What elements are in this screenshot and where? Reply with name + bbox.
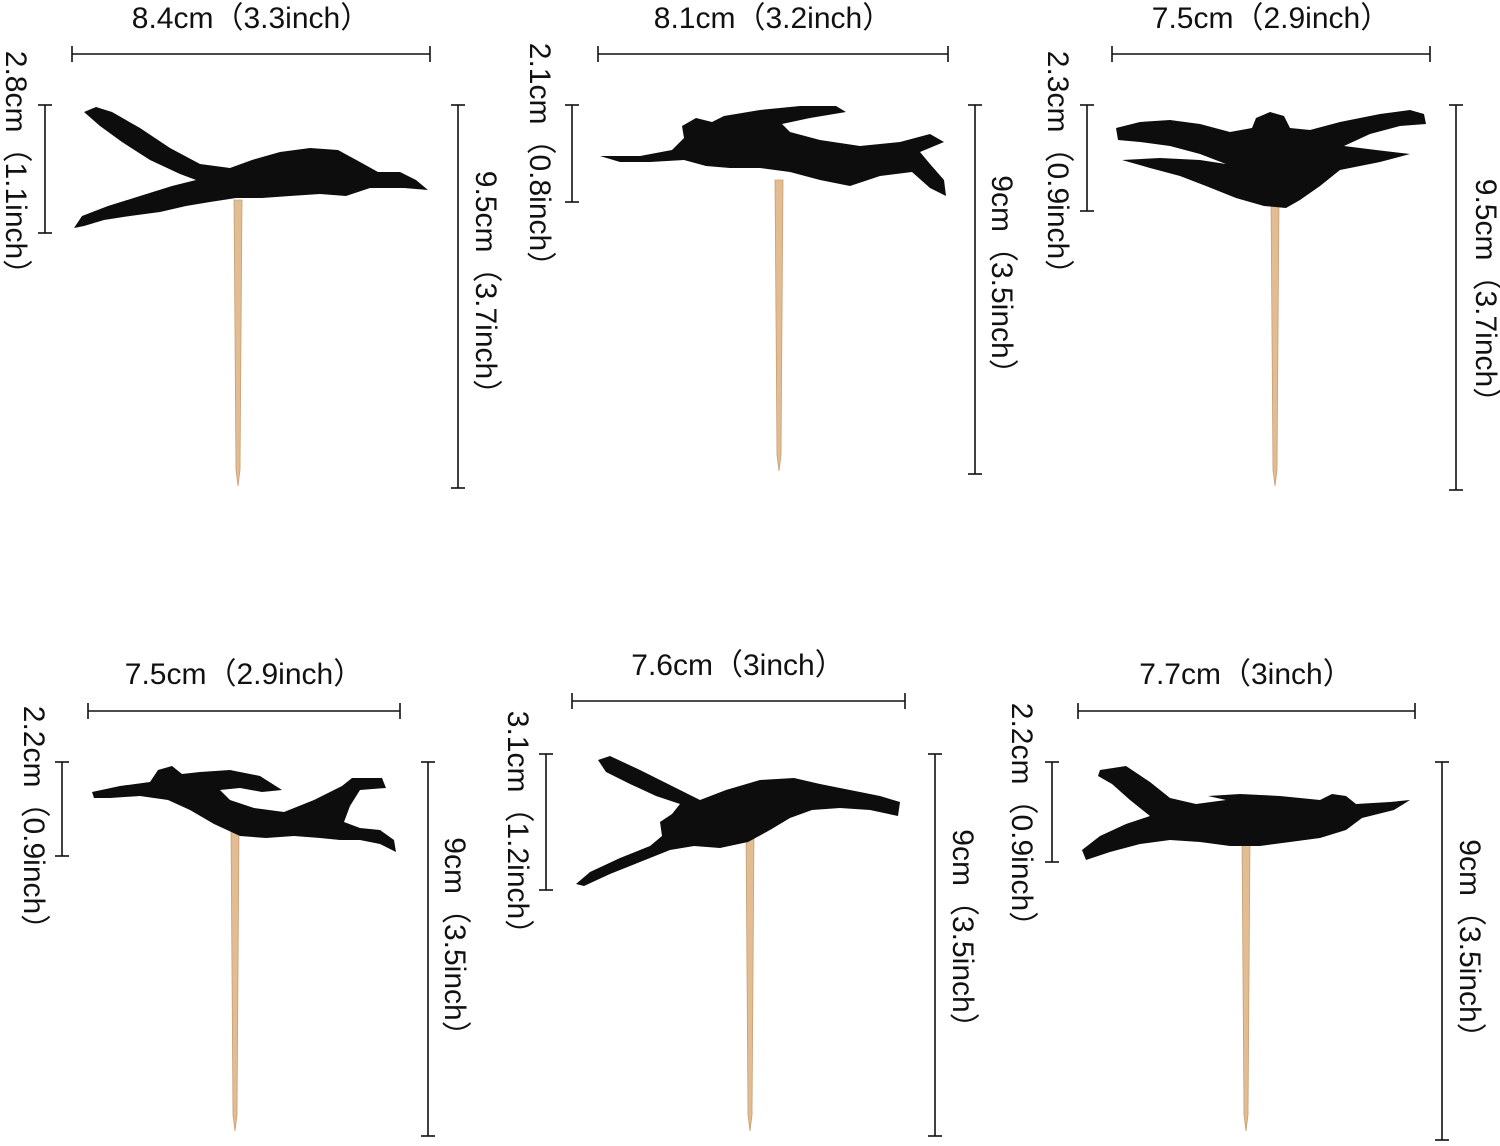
width-label: 8.1cm（3.2inch） [654, 2, 892, 35]
figure-height-label: 2.3cm（0.9inch） [1041, 51, 1074, 289]
toothpick [745, 829, 755, 1132]
swimmer-silhouette [1116, 110, 1426, 208]
total-height-label: 9cm（3.5inch） [946, 829, 979, 1042]
toothpick [230, 829, 240, 1132]
total-height-label: 9cm（3.5inch） [438, 837, 471, 1050]
swimmer-silhouette [576, 756, 900, 886]
total-height-label: 9.5cm（3.7inch） [1469, 179, 1500, 417]
toothpick [1241, 839, 1251, 1132]
swimmer-silhouette [74, 107, 428, 228]
width-label: 8.4cm（3.3inch） [132, 2, 370, 35]
toothpick [233, 199, 243, 487]
total-height-label: 9.5cm（3.7inch） [469, 171, 502, 409]
swimmer-silhouette [1082, 766, 1410, 860]
swimmer-silhouette [92, 766, 396, 852]
total-height-label: 9cm（3.5inch） [985, 175, 1018, 388]
figure-height-label: 2.2cm（0.9inch） [1005, 703, 1038, 941]
width-label: 7.5cm（2.9inch） [1152, 2, 1390, 35]
width-label: 7.7cm（3inch） [1139, 658, 1352, 691]
figure-height-label: 3.1cm（1.2inch） [501, 711, 534, 949]
topper-6: 7.7cm（3inch） 2.2cm（0.9inch） 9cm（3.5inch） [1005, 658, 1486, 1141]
figure-height-label: 2.1cm（0.8inch） [523, 43, 556, 281]
topper-1: 8.4cm（3.3inch） 2.8cm（1.1inch） 9.5cm（3.7i… [0, 2, 502, 489]
topper-2: 8.1cm（3.2inch） 2.1cm（0.8inch） 9cm（3.5inc… [523, 2, 1018, 475]
toothpick [774, 179, 784, 472]
toothpick [1270, 199, 1280, 487]
figure-height-label: 2.2cm（0.9inch） [17, 706, 50, 944]
figure-height-label: 2.8cm（1.1inch） [0, 51, 32, 289]
total-height-label: 9cm（3.5inch） [1453, 839, 1486, 1052]
swimmer-silhouette [600, 106, 946, 196]
width-label: 7.6cm（3inch） [631, 649, 844, 682]
width-label: 7.5cm（2.9inch） [125, 658, 363, 691]
topper-5: 7.6cm（3inch） 3.1cm（1.2inch） 9cm（3.5inch） [501, 649, 979, 1137]
topper-4: 7.5cm（2.9inch） 2.2cm（0.9inch） 9cm（3.5inc… [17, 658, 471, 1137]
topper-3: 7.5cm（2.9inch） 2.3cm（0.9inch） 9.5cm（3.7i… [1041, 2, 1500, 491]
